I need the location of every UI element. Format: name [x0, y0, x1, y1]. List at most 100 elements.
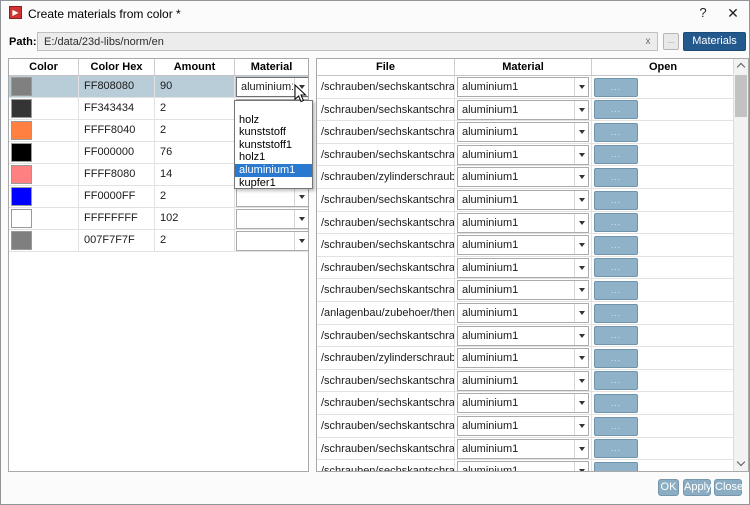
open-ellipsis-button[interactable]: ...	[594, 167, 638, 187]
table-row[interactable]: /schrauben/sechskantschraub... aluminium…	[317, 279, 733, 302]
dropdown-item[interactable]: kunststoff1	[239, 138, 292, 151]
material-combobox[interactable]: aluminium1	[457, 393, 589, 414]
scrollbar-up-icon[interactable]	[734, 59, 748, 73]
clear-icon[interactable]: x	[645, 36, 651, 47]
table-row[interactable]: /schrauben/sechskantschraub... aluminium…	[317, 211, 733, 235]
chevron-down-icon[interactable]	[574, 417, 588, 435]
chevron-down-icon[interactable]	[574, 394, 588, 413]
table-row[interactable]: /schrauben/sechskantschraub... aluminium…	[317, 143, 733, 167]
open-ellipsis-button[interactable]: ...	[594, 145, 638, 165]
open-ellipsis-button[interactable]: ...	[594, 439, 638, 459]
table-row[interactable]: /schrauben/sechskantschraub... aluminium…	[317, 369, 733, 393]
table-row[interactable]: /schrauben/sechskantschraub... aluminium…	[317, 256, 733, 280]
material-combobox[interactable]: aluminium1	[457, 257, 589, 278]
table-row[interactable]: /schrauben/sechskantschraub... aluminium…	[317, 234, 733, 257]
material-combobox[interactable]: aluminium1	[457, 77, 589, 97]
table-row[interactable]: /schrauben/sechskantschraub... aluminium…	[317, 76, 733, 99]
material-combobox[interactable]: aluminium1	[457, 167, 589, 188]
material-combobox[interactable]: aluminium1	[457, 461, 589, 471]
apply-button[interactable]: Apply	[683, 479, 712, 496]
open-ellipsis-button[interactable]: ...	[594, 393, 638, 413]
table-row[interactable]: /schrauben/sechskantschraub... aluminium…	[317, 324, 733, 348]
open-ellipsis-button[interactable]: ...	[594, 416, 638, 436]
material-combobox[interactable]	[236, 231, 308, 251]
table-row[interactable]: 007F7F7F 2	[9, 230, 308, 252]
open-ellipsis-button[interactable]: ...	[594, 348, 638, 368]
material-combobox[interactable]: aluminium1	[457, 99, 589, 120]
material-combobox[interactable]: aluminium1	[457, 370, 589, 391]
close-icon[interactable]: ✕	[727, 5, 739, 21]
open-ellipsis-button[interactable]: ...	[594, 303, 638, 323]
table-row[interactable]: /schrauben/sechskantschraub... aluminium…	[317, 98, 733, 122]
chevron-down-icon[interactable]	[574, 78, 588, 96]
chevron-down-icon[interactable]	[294, 232, 308, 250]
material-combobox[interactable]: aluminium1	[457, 303, 589, 323]
materials-button[interactable]: Materials	[683, 32, 746, 51]
chevron-down-icon[interactable]	[574, 326, 588, 345]
table-row[interactable]: FF0000FF 2	[9, 186, 308, 208]
help-icon[interactable]: ?	[699, 5, 707, 20]
table-row[interactable]: FFFFFFFF 102	[9, 208, 308, 230]
table-row[interactable]: /schrauben/zylinderschrauben... aluminiu…	[317, 347, 733, 370]
vertical-scrollbar[interactable]	[733, 59, 748, 471]
table-row[interactable]: /anlagenbau/zubehoer/therm... aluminium1…	[317, 302, 733, 325]
material-combobox[interactable]: aluminium1	[457, 122, 589, 143]
open-ellipsis-button[interactable]: ...	[594, 100, 638, 120]
material-combobox[interactable]: aluminium1	[457, 190, 589, 210]
table-row[interactable]: /schrauben/sechskantschraub... aluminium…	[317, 415, 733, 438]
table-row[interactable]: /schrauben/sechskantschraub... aluminium…	[317, 460, 733, 471]
table-row[interactable]: /schrauben/sechskantschraub... aluminium…	[317, 392, 733, 415]
open-ellipsis-button[interactable]: ...	[594, 326, 638, 346]
open-ellipsis-button[interactable]: ...	[594, 371, 638, 391]
material-combobox[interactable]: aluminium1	[457, 438, 589, 459]
chevron-down-icon[interactable]	[574, 100, 588, 119]
dropdown-item[interactable]: holz	[239, 113, 260, 126]
table-row[interactable]: /schrauben/sechskantschraub... aluminium…	[317, 437, 733, 461]
chevron-down-icon[interactable]	[574, 123, 588, 142]
table-row[interactable]: /schrauben/zylinderschrauben... aluminiu…	[317, 166, 733, 189]
chevron-down-icon[interactable]	[574, 462, 588, 471]
dropdown-item[interactable]: kupfer1	[239, 176, 276, 189]
scrollbar-thumb[interactable]	[735, 75, 747, 117]
dropdown-item[interactable]: aluminium1	[235, 163, 312, 177]
table-row[interactable]: /schrauben/sechskantschraub... aluminium…	[317, 121, 733, 144]
material-combobox[interactable]: aluminium1	[457, 280, 589, 301]
material-combobox[interactable]: aluminium1	[457, 416, 589, 436]
open-ellipsis-button[interactable]: ...	[594, 213, 638, 233]
material-combobox[interactable]: aluminium1	[457, 348, 589, 369]
chevron-down-icon[interactable]	[574, 281, 588, 300]
table-row[interactable]: /schrauben/sechskantschraub... aluminium…	[317, 189, 733, 212]
chevron-down-icon[interactable]	[574, 236, 588, 255]
chevron-down-icon[interactable]	[574, 371, 588, 390]
chevron-down-icon[interactable]	[574, 168, 588, 187]
path-input[interactable]	[37, 32, 658, 51]
open-ellipsis-button[interactable]: ...	[594, 77, 638, 97]
chevron-down-icon[interactable]	[294, 210, 308, 228]
chevron-down-icon[interactable]	[574, 191, 588, 209]
close-button[interactable]: Close	[714, 479, 743, 496]
dropdown-item[interactable]: kunststoff	[239, 126, 286, 139]
chevron-down-icon[interactable]	[574, 304, 588, 322]
open-ellipsis-button[interactable]: ...	[594, 280, 638, 300]
ok-button[interactable]: OK	[658, 479, 679, 496]
open-ellipsis-button[interactable]: ...	[594, 235, 638, 255]
open-ellipsis-button[interactable]: ...	[594, 190, 638, 210]
chevron-down-icon[interactable]	[574, 145, 588, 164]
open-ellipsis-button[interactable]: ...	[594, 258, 638, 278]
material-combobox[interactable]: aluminium1	[457, 144, 589, 165]
chevron-down-icon[interactable]	[294, 188, 308, 206]
material-combobox[interactable]: aluminium1	[457, 325, 589, 346]
dropdown-item[interactable]: holz1	[239, 151, 266, 164]
chevron-down-icon[interactable]	[574, 349, 588, 368]
material-combobox[interactable]	[236, 209, 308, 229]
material-combobox[interactable]: aluminium1	[457, 212, 589, 233]
open-ellipsis-button[interactable]: ...	[594, 461, 638, 471]
browse-button[interactable]: ...	[663, 33, 679, 50]
material-combobox[interactable]	[236, 187, 308, 207]
table-row[interactable]: FF808080 90 aluminium1	[9, 76, 308, 98]
scrollbar-down-icon[interactable]	[734, 457, 748, 471]
chevron-down-icon[interactable]	[574, 258, 588, 277]
open-ellipsis-button[interactable]: ...	[594, 122, 638, 142]
chevron-down-icon[interactable]	[574, 213, 588, 232]
material-combobox[interactable]: aluminium1	[236, 77, 308, 97]
